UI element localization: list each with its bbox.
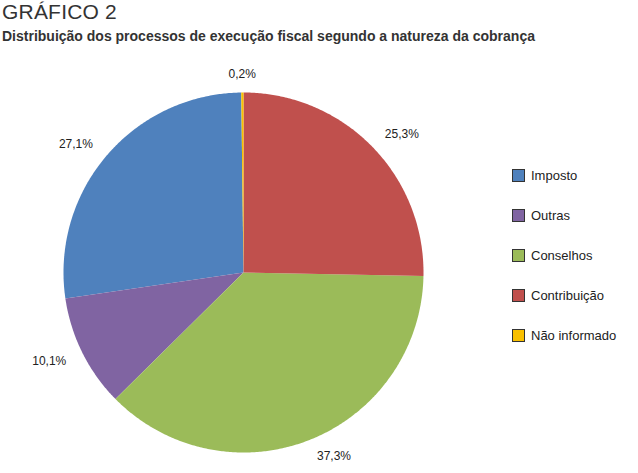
html-text:Distribuição dos processos de: Distribuição dos processos de execução f… [2,28,535,44]
html-text:GRÁFICO 2: GRÁFICO 2 [2,0,117,23]
html-text:Outras: Outras [531,207,570,223]
svg-text:0,2%: 0,2% [229,67,257,81]
svg-text:10,1%: 10,1% [32,354,66,368]
html-text:Não informado: Não informado [531,327,617,343]
svg-text:25,3%: 25,3% [385,127,419,141]
html-text:Contribuição: Contribuição [531,287,604,303]
html-text:Imposto: Imposto [531,167,578,183]
svg-text:27,1%: 27,1% [59,137,93,151]
svg-text:37,3%: 37,3% [317,449,351,463]
html-text:Conselhos: Conselhos [531,247,593,263]
